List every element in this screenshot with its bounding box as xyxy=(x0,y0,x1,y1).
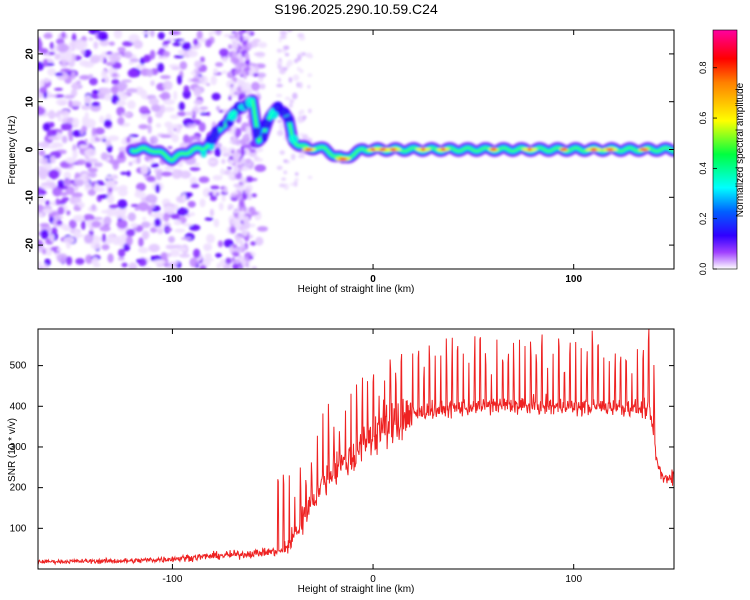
snr-frame xyxy=(37,328,675,570)
x-tick-label: 100 xyxy=(565,274,582,285)
colorbar-ticks: 0.0 0.2 0.4 0.6 0.8 xyxy=(698,61,717,275)
colorbar-label: Normalized spectral amplitude xyxy=(735,82,746,217)
colorbar-tick-label: 0.4 xyxy=(698,162,708,175)
spectrogram-noise xyxy=(38,30,313,269)
spectrogram-heatmap xyxy=(38,30,674,269)
x-tick-label: 100 xyxy=(565,574,582,585)
colorbar-gradient xyxy=(712,29,738,270)
y-tick-label: 500 xyxy=(10,361,27,372)
x-tick-label: 0 xyxy=(370,274,376,285)
colorbar-tick-label: 0.2 xyxy=(698,212,708,225)
colorbar-tick-label: 0.8 xyxy=(698,61,708,74)
snr-ylabel: SNR (10 * v/v) xyxy=(7,418,18,482)
y-tick-label: 10 xyxy=(25,96,36,108)
y-tick-label: 400 xyxy=(10,401,27,412)
spectrogram-xlabel: Height of straight line (km) xyxy=(298,284,415,295)
y-tick-label: -10 xyxy=(25,190,36,205)
y-tick-label: 200 xyxy=(10,483,27,494)
figure-title: S196.2025.290.10.59.C24 xyxy=(274,1,438,17)
x-tick-label: -100 xyxy=(162,274,182,285)
snr-axes: -100 0 100 100 200 300 400 500 xyxy=(10,329,674,585)
spectrogram-ylabel: Frequency (Hz) xyxy=(7,116,18,185)
y-tick-label: -20 xyxy=(25,237,36,252)
x-tick-label: 0 xyxy=(370,574,376,585)
y-tick-label: 20 xyxy=(25,48,36,60)
snr-panel: -100 0 100 100 200 300 400 500 Height of straig… xyxy=(7,328,675,595)
colorbar-tick-label: 0.0 xyxy=(698,263,708,276)
y-tick-label: 100 xyxy=(10,523,27,534)
snr-series-line xyxy=(38,329,674,566)
snr-xlabel: Height of straight line (km) xyxy=(298,584,415,595)
y-tick-label: 0 xyxy=(25,146,36,152)
spectrogram-ridge xyxy=(126,94,674,167)
colorbar-tick-label: 0.6 xyxy=(698,112,708,125)
y-tick-label: 300 xyxy=(10,442,27,453)
x-tick-label: -100 xyxy=(162,574,182,585)
colorbar: 0.0 0.2 0.4 0.6 0.8 Normalized spectral ampl… xyxy=(698,29,746,275)
